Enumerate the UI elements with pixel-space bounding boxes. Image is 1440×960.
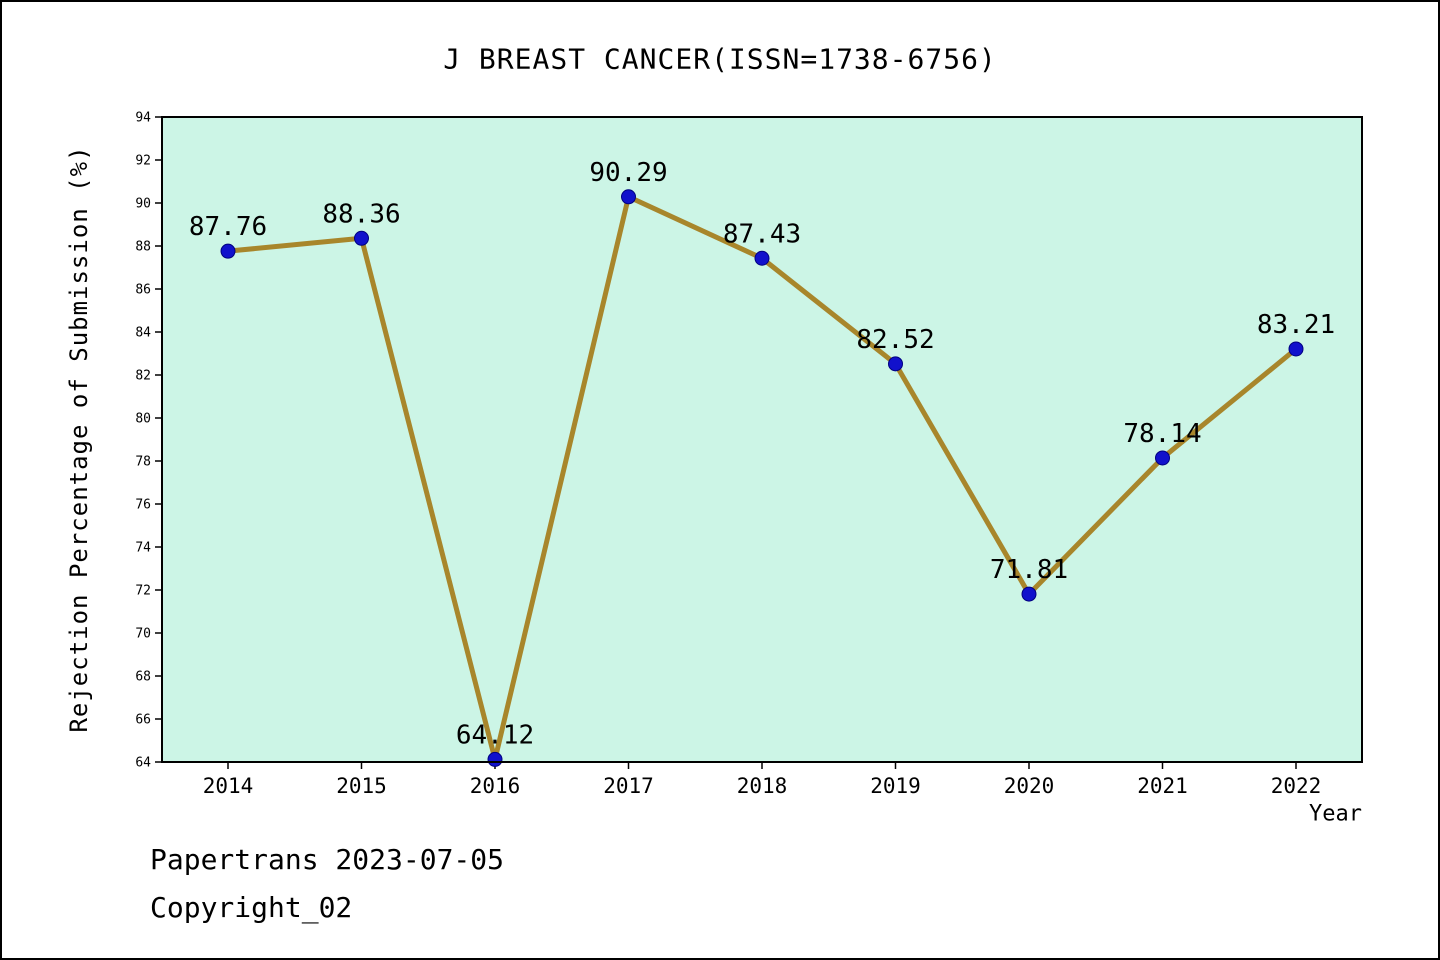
data-point-label: 71.81: [990, 555, 1068, 585]
chart-title: J BREAST CANCER(ISSN=1738-6756): [443, 42, 997, 76]
data-point: [220, 243, 236, 259]
data-point-label: 64.12: [456, 720, 534, 750]
data-point: [888, 356, 903, 372]
y-tick-label: 68: [135, 670, 151, 685]
data-point: [754, 250, 770, 266]
y-tick-label: 82: [135, 369, 151, 384]
y-tick-label: 88: [135, 240, 151, 255]
y-tick-label: 78: [135, 455, 151, 470]
y-tick-label: 92: [135, 154, 151, 169]
data-point-label: 88.36: [322, 199, 400, 229]
data-point: [354, 230, 369, 246]
watermark-copyright: Copyright_02: [150, 891, 353, 924]
y-tick-label: 80: [135, 412, 151, 427]
x-tick-label: 2021: [1137, 774, 1188, 798]
data-point-label: 87.43: [723, 219, 801, 249]
x-tick-label: 2018: [737, 774, 788, 798]
plot-area: [162, 117, 1362, 762]
x-tick-label: 2016: [470, 774, 521, 798]
data-point-label: 78.14: [1123, 419, 1201, 449]
y-axis-label: Rejection Percentage of Submission (%): [65, 145, 93, 733]
plot-border: [161, 116, 1363, 763]
data-point: [1288, 341, 1304, 357]
data-point-label: 90.29: [589, 158, 667, 188]
y-tick-label: 86: [135, 283, 151, 298]
y-tick-label: 72: [135, 584, 151, 599]
data-point: [1155, 450, 1170, 466]
data-point-label: 82.52: [856, 325, 934, 355]
y-tick-label: 64: [135, 756, 151, 771]
x-tick-label: 2019: [870, 774, 921, 798]
data-point: [1021, 586, 1037, 602]
data-point: [487, 751, 503, 767]
watermark-papertrans: Papertrans 2023-07-05: [150, 843, 505, 876]
y-tick-label: 76: [135, 498, 151, 513]
data-point-label: 83.21: [1257, 310, 1335, 340]
x-tick-label: 2022: [1271, 774, 1322, 798]
y-tick-label: 70: [135, 627, 151, 642]
y-tick-label: 74: [135, 541, 151, 556]
x-axis-label: Year: [1309, 801, 1362, 827]
x-tick-label: 2020: [1004, 774, 1055, 798]
y-tick-label: 90: [135, 197, 151, 212]
y-tick-label: 84: [135, 326, 151, 341]
y-tick-label: 66: [135, 713, 151, 728]
y-tick-label: 94: [135, 111, 151, 126]
data-point-label: 87.76: [189, 212, 267, 242]
x-tick-label: 2014: [203, 774, 254, 798]
x-tick-label: 2017: [603, 774, 654, 798]
data-point: [621, 189, 636, 205]
x-tick-label: 2015: [336, 774, 387, 798]
